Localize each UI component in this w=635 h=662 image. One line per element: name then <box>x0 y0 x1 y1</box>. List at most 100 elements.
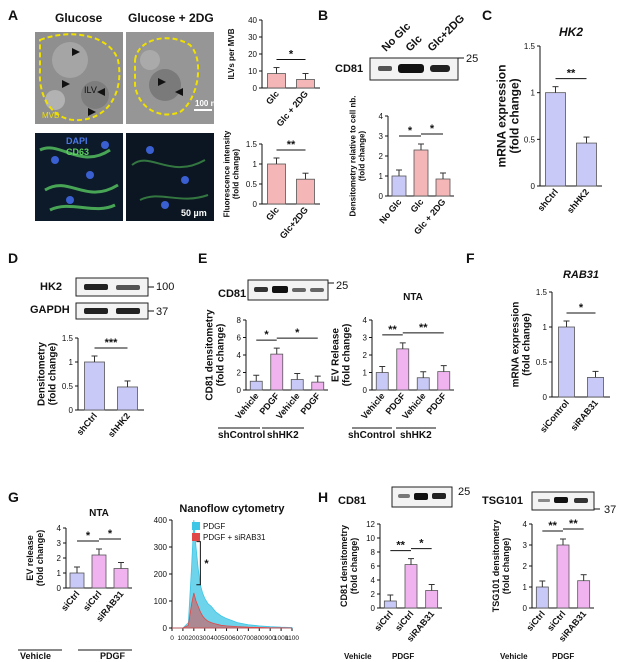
western-blot-cd81-b <box>369 57 459 81</box>
blot-label-cd81-e: CD81 <box>218 288 246 300</box>
panel-G-letter: G <box>8 489 19 505</box>
marker-h-37: 37 <box>604 504 616 516</box>
y-tick-label: 0.5 <box>246 180 258 189</box>
panel-D-letter: D <box>8 250 18 266</box>
y-tick-label: 0 <box>69 406 74 415</box>
x-tick-label: 200 <box>188 635 199 642</box>
bar <box>296 178 315 205</box>
y-tick-label: 3 <box>57 539 62 548</box>
marker-e: 25 <box>336 280 348 292</box>
y-tick-label: 8 <box>371 548 376 557</box>
y-axis-label: mRNA expression(fold change) <box>511 302 533 388</box>
y-axis-label: EV release(fold change) <box>25 530 45 587</box>
y-tick-label: 1 <box>543 323 548 332</box>
y-tick-label: 1 <box>379 172 384 181</box>
y-tick-label: 4 <box>371 576 376 585</box>
y-tick-label: 0 <box>253 200 258 209</box>
x-tick-label: 0 <box>170 635 174 642</box>
mvb-label: MVB <box>42 111 59 120</box>
bar <box>290 379 304 391</box>
significance-label: * <box>408 125 413 137</box>
dapi-label: DAPI <box>66 136 88 146</box>
significance-label: ** <box>569 518 578 530</box>
x-tick-label: 600 <box>232 635 243 642</box>
significance-label: * <box>430 123 435 135</box>
western-blot-cd81-e <box>247 279 329 301</box>
legend-label: PDGF <box>203 522 225 531</box>
y-axis-label: EV Release(fold change) <box>331 324 353 387</box>
significance-label: ** <box>419 322 428 334</box>
chart-title: Nanoflow cytometry <box>179 503 285 515</box>
x-tick-label: 400 <box>210 635 221 642</box>
cd63-label: CD63 <box>66 147 89 157</box>
y-tick-label: 2 <box>363 351 368 360</box>
bar <box>535 586 549 609</box>
significance-label: * <box>419 538 424 550</box>
significance-label: ** <box>567 68 576 80</box>
bar <box>84 361 105 411</box>
group-label-h2-vehicle: Vehicle <box>500 652 528 661</box>
y-tick-label: 0 <box>371 604 376 613</box>
marker-d-100: 100 <box>156 281 174 293</box>
x-tick-label: 1100 <box>285 635 299 642</box>
y-tick-label: 0 <box>543 393 548 402</box>
chart-title: NTA <box>89 508 109 519</box>
y-tick-label: 1 <box>57 569 62 578</box>
panel-A-letter: A <box>8 7 18 23</box>
significance-bracket <box>196 541 201 586</box>
bar <box>375 372 389 391</box>
y-tick-label: 3 <box>363 334 368 343</box>
panel-C-letter: C <box>482 7 492 23</box>
y-tick-label: 4 <box>363 316 368 325</box>
y-tick-label: 6 <box>237 334 242 343</box>
bar <box>396 348 410 391</box>
group-label-e2-shcontrol: shControl <box>348 430 395 441</box>
y-tick-label: 10 <box>366 534 375 543</box>
group-label-h2-pdgf: PDGF <box>552 652 574 661</box>
bar <box>577 580 591 609</box>
y-tick-label: 200 <box>154 570 168 579</box>
bar <box>587 376 604 398</box>
y-tick-label: 2 <box>523 562 528 571</box>
group-label-e2-shhk2: shHK2 <box>400 430 432 441</box>
legend-swatch <box>192 522 200 530</box>
significance-label: *** <box>105 337 119 349</box>
y-tick-label: 1 <box>363 369 368 378</box>
y-tick-label: 2 <box>237 369 242 378</box>
y-tick-label: 12 <box>366 520 375 529</box>
y-tick-label: 40 <box>248 16 257 25</box>
bar <box>556 544 570 609</box>
y-tick-label: 1.5 <box>524 42 536 51</box>
bar <box>576 142 597 187</box>
legend-swatch <box>192 533 200 541</box>
series-area <box>172 592 293 629</box>
bar <box>413 149 429 197</box>
y-tick-label: 300 <box>154 543 168 552</box>
panel-F-letter: F <box>466 250 475 266</box>
significance-label: ** <box>548 520 557 532</box>
y-axis-label: TSG101 densitometry(fold change) <box>491 520 511 613</box>
group-label-e1-shcontrol: shControl <box>218 430 265 441</box>
y-tick-label: 0.5 <box>536 358 548 367</box>
significance-label: * <box>108 528 113 540</box>
em-image-glucose <box>35 32 123 124</box>
y-tick-label: 1 <box>531 89 536 98</box>
significance-label: * <box>579 302 584 314</box>
x-tick-label: 1000 <box>274 635 289 642</box>
x-tick-label: 300 <box>199 635 210 642</box>
y-tick-label: 1.5 <box>246 140 258 149</box>
y-axis-label: CD81 densitometry(fold change) <box>339 525 359 607</box>
y-tick-label: 2 <box>57 554 62 563</box>
em-scale-label: 100 nm <box>195 99 223 108</box>
bar <box>383 600 397 609</box>
western-blot-hk2 <box>75 277 149 320</box>
y-tick-label: 1.5 <box>62 334 74 343</box>
y-tick-label: 1.5 <box>536 288 548 297</box>
bar <box>416 377 430 391</box>
bar <box>425 590 439 609</box>
significance-label: * <box>204 558 209 570</box>
y-tick-label: 0 <box>363 386 368 395</box>
micrograph-label-glucose: Glucose <box>55 11 103 25</box>
bar <box>435 178 451 197</box>
